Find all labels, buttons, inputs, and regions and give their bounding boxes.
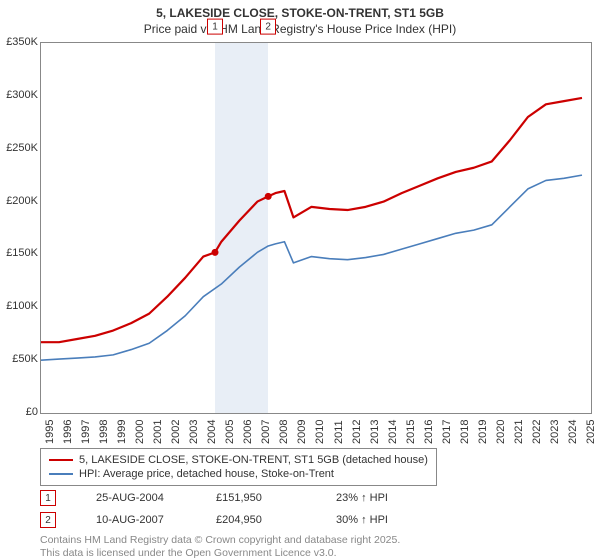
chart-subtitle: Price paid vs. HM Land Registry's House … (0, 22, 600, 38)
copyright: Contains HM Land Registry data © Crown c… (40, 534, 400, 560)
x-tick-label: 1997 (80, 420, 92, 444)
sale-delta: 23% ↑ HPI (336, 492, 416, 504)
legend-label: HPI: Average price, detached house, Stok… (79, 468, 334, 480)
x-tick-label: 2021 (513, 420, 525, 444)
y-tick-label: £300K (0, 89, 38, 101)
x-tick-label: 2023 (549, 420, 561, 444)
legend-swatch (49, 473, 73, 475)
x-tick-label: 2006 (242, 420, 254, 444)
y-tick-label: £0 (0, 406, 38, 418)
sale-date: 25-AUG-2004 (96, 492, 176, 504)
x-tick-label: 2019 (477, 420, 489, 444)
data-point-marker-icon: 1 (207, 19, 223, 35)
x-tick-label: 2009 (296, 420, 308, 444)
y-tick-label: £200K (0, 195, 38, 207)
sale-date: 10-AUG-2007 (96, 514, 176, 526)
sale-marker-icon: 1 (40, 490, 56, 506)
legend-swatch (49, 459, 73, 461)
plot-area: 12 (40, 42, 592, 414)
x-tick-label: 2022 (531, 420, 543, 444)
sale-delta: 30% ↑ HPI (336, 514, 416, 526)
x-tick-label: 2024 (567, 420, 579, 444)
x-tick-label: 2012 (351, 420, 363, 444)
y-tick-label: £150K (0, 247, 38, 259)
x-tick-label: 1995 (44, 420, 56, 444)
sale-row: 1 25-AUG-2004 £151,950 23% ↑ HPI (40, 490, 416, 506)
sale-price: £151,950 (216, 492, 296, 504)
series-line (41, 98, 582, 342)
copyright-line: Contains HM Land Registry data © Crown c… (40, 534, 400, 547)
chart-title: 5, LAKESIDE CLOSE, STOKE-ON-TRENT, ST1 5… (0, 0, 600, 22)
y-tick-label: £350K (0, 36, 38, 48)
x-tick-label: 2004 (206, 420, 218, 444)
sale-row: 2 10-AUG-2007 £204,950 30% ↑ HPI (40, 512, 416, 528)
x-tick-label: 2000 (134, 420, 146, 444)
x-tick-label: 2013 (369, 420, 381, 444)
x-tick-label: 2002 (170, 420, 182, 444)
copyright-line: This data is licensed under the Open Gov… (40, 547, 400, 560)
plot-svg (41, 43, 591, 413)
x-tick-label: 2018 (459, 420, 471, 444)
sale-price: £204,950 (216, 514, 296, 526)
legend-row: HPI: Average price, detached house, Stok… (49, 467, 428, 481)
legend-label: 5, LAKESIDE CLOSE, STOKE-ON-TRENT, ST1 5… (79, 454, 428, 466)
data-point-dot (212, 249, 219, 256)
sale-marker-icon: 2 (40, 512, 56, 528)
x-tick-label: 2007 (260, 420, 272, 444)
x-tick-label: 2008 (278, 420, 290, 444)
x-tick-label: 1998 (98, 420, 110, 444)
data-point-marker-icon: 2 (260, 19, 276, 35)
x-tick-label: 2017 (441, 420, 453, 444)
x-tick-label: 2016 (423, 420, 435, 444)
x-tick-label: 2011 (333, 420, 345, 444)
chart-container: 5, LAKESIDE CLOSE, STOKE-ON-TRENT, ST1 5… (0, 0, 600, 560)
series-line (41, 175, 582, 360)
legend: 5, LAKESIDE CLOSE, STOKE-ON-TRENT, ST1 5… (40, 448, 437, 486)
x-tick-label: 2025 (585, 420, 597, 444)
x-tick-label: 2014 (387, 420, 399, 444)
x-tick-label: 2010 (314, 420, 326, 444)
x-tick-label: 2020 (495, 420, 507, 444)
x-tick-label: 1999 (116, 420, 128, 444)
x-tick-label: 1996 (62, 420, 74, 444)
legend-row: 5, LAKESIDE CLOSE, STOKE-ON-TRENT, ST1 5… (49, 453, 428, 467)
x-tick-label: 2001 (152, 420, 164, 444)
x-tick-label: 2015 (405, 420, 417, 444)
y-tick-label: £250K (0, 142, 38, 154)
y-tick-label: £100K (0, 300, 38, 312)
data-point-dot (265, 193, 272, 200)
y-tick-label: £50K (0, 353, 38, 365)
x-tick-label: 2003 (188, 420, 200, 444)
x-tick-label: 2005 (224, 420, 236, 444)
